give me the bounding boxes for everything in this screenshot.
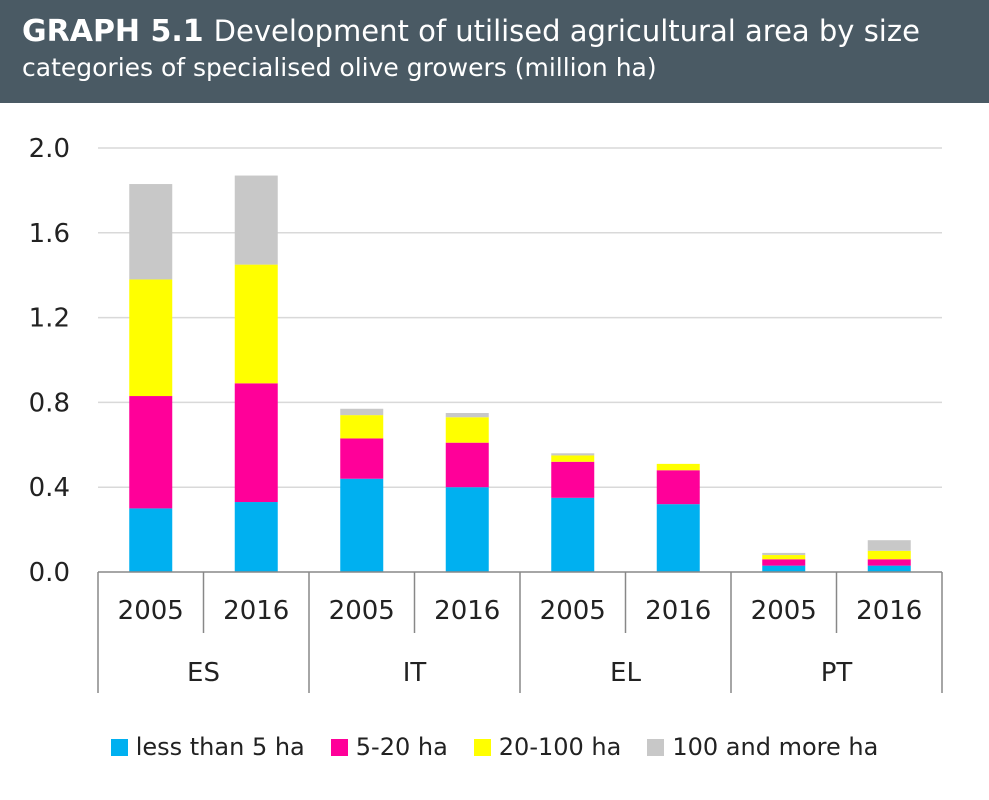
- bar-segment: [445, 417, 489, 443]
- bar-segment: [234, 175, 278, 265]
- bar-segment: [867, 550, 911, 560]
- bar-segment: [656, 463, 700, 471]
- x-year-label: 2016: [434, 596, 500, 626]
- legend-swatch: [330, 738, 348, 756]
- legend-swatch: [473, 738, 491, 756]
- bar-segment: [129, 508, 173, 572]
- legend-label: 100 and more ha: [672, 733, 879, 761]
- bar-segment: [867, 565, 911, 572]
- title-line-2: categories of specialised olive growers …: [22, 53, 657, 82]
- bar-segment: [129, 184, 173, 280]
- chart-legend: less than 5 ha 5-20 ha 20-100 ha 100 and mo…: [0, 730, 989, 764]
- x-year-label: 2005: [540, 596, 606, 626]
- bar-segment: [445, 413, 489, 418]
- x-year-label: 2005: [118, 596, 184, 626]
- legend-label: 20-100 ha: [498, 733, 622, 761]
- x-year-label: 2005: [329, 596, 395, 626]
- bar-segment: [762, 559, 806, 566]
- bar-segment: [129, 396, 173, 509]
- bar-segment: [551, 453, 595, 456]
- bar-segment: [445, 442, 489, 488]
- y-tick-label: 0.0: [29, 558, 70, 588]
- bar-segment: [340, 415, 384, 439]
- bar-segment: [762, 565, 806, 572]
- bar-segment: [340, 408, 384, 416]
- bar-segment: [656, 504, 700, 572]
- x-year-label: 2016: [223, 596, 289, 626]
- x-group-label: ES: [187, 658, 220, 688]
- legend-swatch: [110, 738, 128, 756]
- legend-item: 100 and more ha: [647, 733, 878, 761]
- y-tick-label: 2.0: [29, 134, 70, 164]
- chart-header: GRAPH 5.1 Development of utilised agricul…: [0, 0, 989, 103]
- bar-segment: [445, 487, 489, 572]
- y-tick-label: 0.8: [29, 388, 70, 418]
- bar-segment: [551, 461, 595, 498]
- title-line-1: GRAPH 5.1 Development of utilised agricul…: [22, 12, 989, 51]
- y-tick-label: 0.4: [29, 473, 70, 503]
- bar-segment: [867, 559, 911, 566]
- title-text-1: Development of utilised agricultural are…: [213, 14, 920, 48]
- legend-item: 20-100 ha: [473, 733, 622, 761]
- legend-item: less than 5 ha: [110, 733, 305, 761]
- bar-segment: [867, 540, 911, 551]
- legend-swatch: [647, 738, 665, 756]
- x-group-label: PT: [821, 658, 853, 688]
- bar-segment: [656, 470, 700, 505]
- bar-segment: [129, 279, 173, 397]
- bar-segment: [234, 383, 278, 503]
- bar-segment: [551, 455, 595, 462]
- x-year-label: 2005: [751, 596, 817, 626]
- bar-segment: [551, 497, 595, 572]
- bar-segment: [340, 438, 384, 479]
- x-year-label: 2016: [856, 596, 922, 626]
- graph-tag: GRAPH 5.1: [22, 14, 204, 49]
- x-group-label: IT: [403, 658, 427, 688]
- bar-segment: [762, 552, 806, 556]
- y-tick-label: 1.6: [29, 219, 70, 249]
- bar-segment: [762, 555, 806, 560]
- bar-segment: [234, 502, 278, 572]
- legend-label: less than 5 ha: [135, 733, 305, 761]
- stacked-bar-chart: 0.0 0.4 0.8 1.2 1.6 2.0 2005 2016 ES 2005 2016 IT 20…: [29, 134, 943, 693]
- x-group-label: EL: [610, 658, 641, 688]
- bar-segment: [340, 478, 384, 572]
- x-year-label: 2016: [645, 596, 711, 626]
- bar-segment: [234, 264, 278, 384]
- y-tick-label: 1.2: [29, 304, 70, 334]
- legend-item: 5-20 ha: [330, 733, 448, 761]
- legend-label: 5-20 ha: [355, 733, 448, 761]
